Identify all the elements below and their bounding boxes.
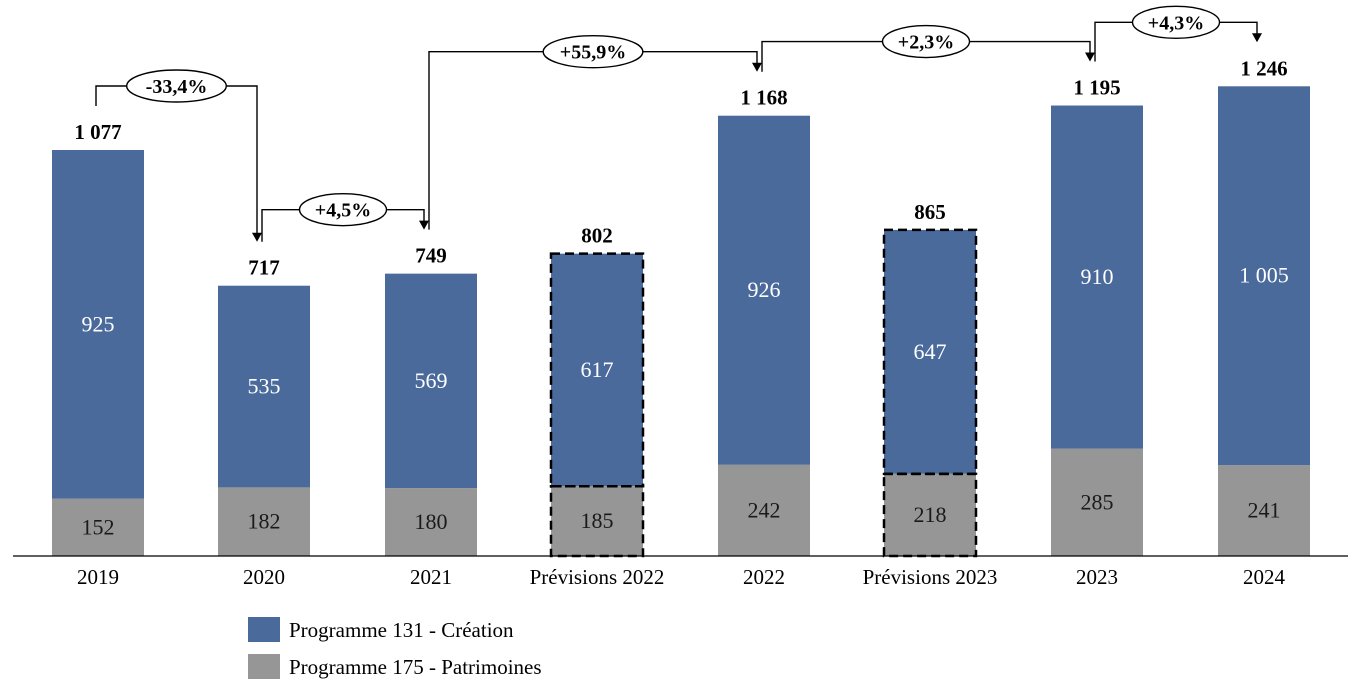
value-label-patrimoines-2020: 182 [248,509,281,534]
change-arrowhead-2 [419,220,429,230]
value-label-creation-2022: 926 [748,277,781,302]
value-label-patrimoines-2022: 242 [748,497,781,522]
value-label-creation-2019: 925 [82,311,115,336]
change-label-4: +2,3% [898,32,954,54]
category-label-2024: 2024 [1243,565,1286,589]
forecast-outline-patrimoines-previsions-2023 [882,472,978,558]
category-labels: 2019 2020 2021 Prévisions 2022 2022 Prévision… [77,565,1286,589]
change-bubble-2 [298,192,388,227]
category-label-2021: 2021 [410,565,452,589]
category-label-previsions-2022: Prévisions 2022 [530,565,665,589]
total-label-2019: 1 077 [74,120,121,144]
category-label-2019: 2019 [77,565,119,589]
change-arrowhead-5 [1252,33,1262,43]
bar-creation-previsions-2023 [884,229,976,474]
value-label-patrimoines-2024: 241 [1248,498,1281,523]
bar-patrimoines-2024 [1218,465,1310,556]
change-label-3: +55,9% [560,42,626,64]
category-label-previsions-2023: Prévisions 2023 [863,565,998,589]
legend: Programme 131 - Création Programme 175 - … [248,617,542,679]
value-label-creation-2024: 1 005 [1239,263,1289,288]
change-bubble-5 [1131,5,1221,39]
bar-patrimoines-2021 [385,488,477,556]
total-label-previsions-2022: 802 [581,224,613,248]
category-label-2020: 2020 [243,565,285,589]
bar-creation-2023 [1051,105,1143,449]
value-label-creation-previsions-2023: 647 [914,339,947,364]
legend-swatch-programme-131-creation [248,617,280,642]
value-label-patrimoines-2023: 285 [1081,489,1114,514]
bar-patrimoines-previsions-2023 [884,473,976,556]
bar-patrimoines-2020 [218,487,310,556]
bar-creation-2021 [385,273,477,489]
bar-creation-2022 [718,115,810,465]
category-label-2022: 2022 [743,565,785,589]
bar-creation-2020 [218,285,310,488]
value-label-patrimoines-2021: 180 [415,509,448,534]
change-label-5: +4,3% [1148,12,1204,34]
value-label-creation-2020: 535 [248,374,281,399]
value-label-patrimoines-previsions-2022: 185 [581,508,614,533]
bar-creation-previsions-2022 [551,253,643,487]
category-label-2023: 2023 [1076,565,1118,589]
change-arrowhead-4 [1085,52,1095,62]
bar-patrimoines-2019 [52,498,144,556]
value-label-patrimoines-previsions-2023: 218 [914,502,947,527]
legend-label-programme-175-patrimoines: Programme 175 - Patrimoines [289,655,542,679]
change-arrowhead-3 [752,62,762,72]
value-label-creation-2021: 569 [415,368,448,393]
bar-creation-2019 [52,150,144,499]
change-label-1: -33,4% [146,76,208,98]
change-bubble-4 [881,24,971,59]
forecast-outline-patrimoines-previsions-2022 [549,485,645,558]
bar-patrimoines-2022 [718,464,810,556]
total-label-2022: 1 168 [740,86,787,110]
value-label-creation-2023: 910 [1081,264,1114,289]
change-bubble-1 [125,69,227,103]
total-label-2023: 1 195 [1073,76,1120,100]
total-label-2021: 749 [415,244,447,268]
bar-creation-2024 [1218,86,1310,466]
bar-patrimoines-previsions-2022 [551,486,643,556]
total-label-2020: 717 [248,256,280,280]
change-arrowhead-1 [252,232,262,242]
change-connector-3 [428,50,758,230]
change-label-2: +4,5% [315,200,371,222]
legend-swatch-programme-175-patrimoines [248,654,280,679]
legend-label-programme-131-creation: Programme 131 - Création [289,618,514,642]
value-label-patrimoines-2019: 152 [82,514,115,539]
value-label-creation-previsions-2022: 617 [581,357,614,382]
total-label-2024: 1 246 [1240,56,1287,80]
bar-patrimoines-2023 [1051,448,1143,556]
bars-layer: 152 925 1 077 182 535 717 180 569 749 185 617 802 24… [52,56,1310,558]
total-label-previsions-2023: 865 [914,200,946,224]
change-annotations: -33,4% +4,5% +55,9% +2,3% +4,3% [95,5,1262,242]
change-bubble-3 [542,34,644,69]
